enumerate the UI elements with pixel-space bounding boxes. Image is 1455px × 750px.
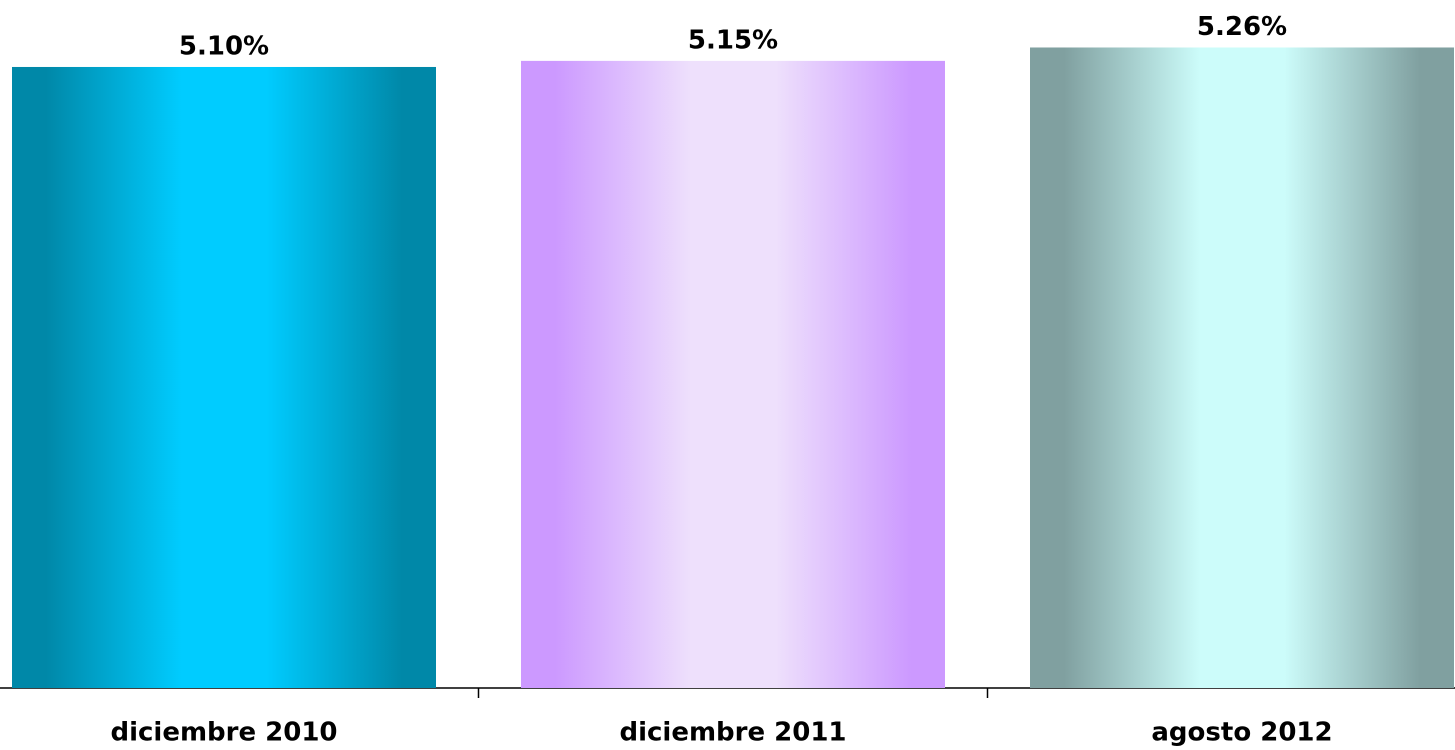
bar — [1030, 47, 1454, 689]
x-tick-label: agosto 2012 — [1151, 718, 1332, 748]
x-tick-label: diciembre 2010 — [110, 718, 337, 748]
bar — [521, 60, 945, 689]
x-tick-label: diciembre 2011 — [619, 718, 846, 748]
bar — [12, 66, 436, 688]
value-label: 5.26% — [1197, 12, 1287, 42]
value-label: 5.10% — [179, 31, 269, 61]
value-label: 5.15% — [688, 25, 778, 55]
